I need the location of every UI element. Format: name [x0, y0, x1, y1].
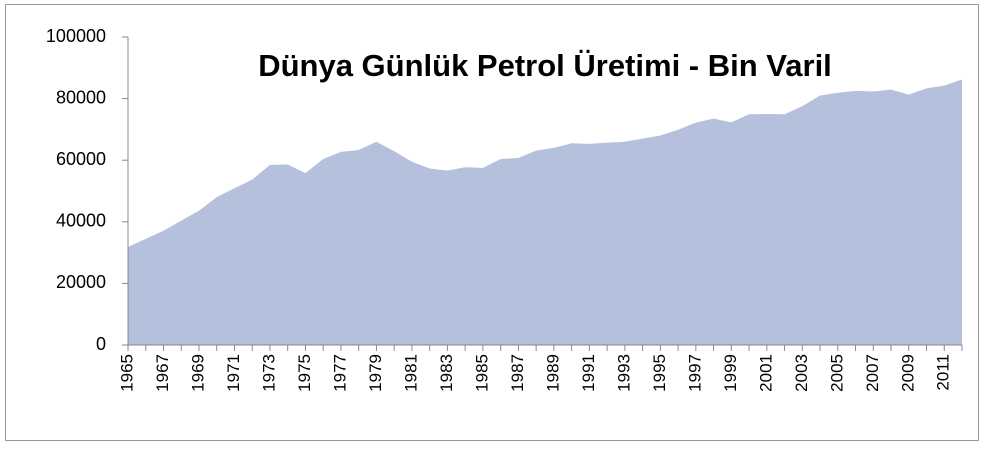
x-tick-label: 1967 — [153, 354, 172, 392]
x-tick-label: 1975 — [295, 354, 314, 392]
x-tick-label: 1985 — [472, 354, 491, 392]
x-tick-label: 1981 — [401, 354, 420, 392]
y-tick-label: 40000 — [56, 211, 106, 231]
y-tick-label: 80000 — [56, 87, 106, 107]
x-tick-label: 1991 — [579, 354, 598, 392]
x-tick-label: 1973 — [259, 354, 278, 392]
x-tick-label: 1997 — [685, 354, 704, 392]
x-tick-label: 2003 — [792, 354, 811, 392]
x-tick-label: 1969 — [188, 354, 207, 392]
x-tick-label: 2001 — [756, 354, 775, 392]
x-tick-label: 1987 — [508, 354, 527, 392]
x-tick-label: 2007 — [863, 354, 882, 392]
x-tick-label: 1979 — [366, 354, 385, 392]
x-tick-label: 1983 — [437, 354, 456, 392]
y-tick-label: 60000 — [56, 149, 106, 169]
x-tick-label: 2011 — [934, 354, 953, 391]
x-tick-label: 1965 — [117, 354, 136, 392]
x-tick-label: 2009 — [898, 354, 917, 392]
area — [128, 79, 962, 345]
x-tick-label: 1989 — [543, 354, 562, 392]
x-tick-label: 2005 — [827, 354, 846, 392]
x-tick-label: 1995 — [650, 354, 669, 392]
y-tick-label: 100000 — [46, 26, 106, 46]
chart-title: Dünya Günlük Petrol Üretimi - Bin Varil — [258, 48, 832, 83]
x-tick-label: 1977 — [330, 354, 349, 392]
x-tick-label: 1999 — [721, 354, 740, 392]
x-tick-label: 1993 — [614, 354, 633, 392]
y-tick-label: 0 — [96, 334, 106, 354]
y-tick-label: 20000 — [56, 272, 106, 292]
x-tick-label: 1971 — [224, 354, 243, 392]
